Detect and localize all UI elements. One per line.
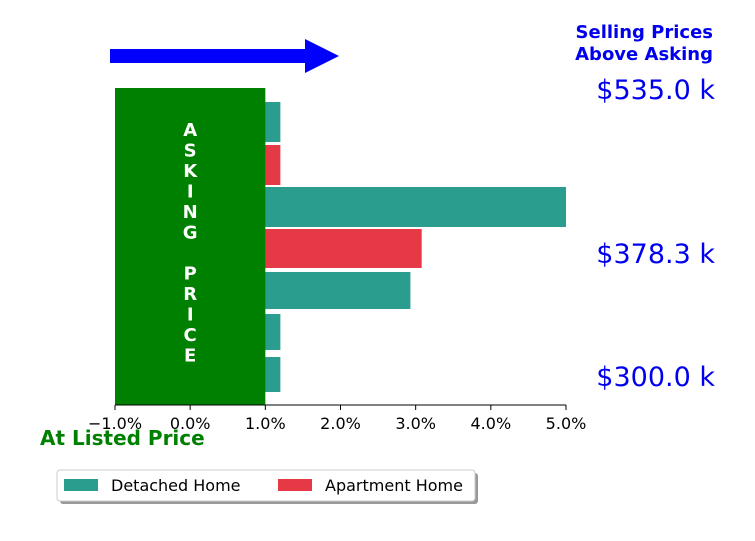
asking-price-letter: E <box>184 346 196 367</box>
x-tick-label: 1.0% <box>245 414 286 433</box>
asking-price-letter: N <box>183 202 198 223</box>
x-tick-label: −1.0% <box>88 414 142 433</box>
legend: Detached Home Apartment Home <box>56 469 478 504</box>
asking-price-band <box>115 88 266 405</box>
asking-price-letter: K <box>183 161 198 182</box>
legend-label: Detached Home <box>111 476 241 495</box>
price-label: $378.3 k <box>596 239 715 270</box>
legend-swatch <box>64 479 98 491</box>
price-label: $300.0 k <box>596 362 715 393</box>
header-line: Above Asking <box>575 44 713 65</box>
x-axis: −1.0% 0.0% 1.0% 2.0% 3.0% 4.0% 5.0% <box>88 404 587 433</box>
asking-price-letter: I <box>187 305 194 326</box>
asking-price-letter: A <box>183 120 197 141</box>
legend-label: Apartment Home <box>325 476 463 495</box>
legend-swatch <box>278 479 312 491</box>
listed-price-label: At Listed Price <box>40 426 205 450</box>
x-tick-label: 4.0% <box>471 414 512 433</box>
x-tick-label: 5.0% <box>546 414 587 433</box>
header-line: Selling Prices <box>576 22 713 43</box>
asking-price-letter: G <box>183 223 198 244</box>
asking-price-letter: C <box>184 325 197 346</box>
legend-box <box>56 469 476 502</box>
x-tick-label: 0.0% <box>170 414 211 433</box>
x-tick-label: 2.0% <box>320 414 361 433</box>
asking-price-letter: I <box>187 182 194 203</box>
x-tick-label: 3.0% <box>395 414 436 433</box>
asking-price-letter: S <box>184 141 197 162</box>
asking-price-letter: R <box>183 284 197 305</box>
asking-price-letter: P <box>184 264 197 285</box>
right-arrow-icon <box>110 39 339 73</box>
price-label: $535.0 k <box>596 75 715 106</box>
